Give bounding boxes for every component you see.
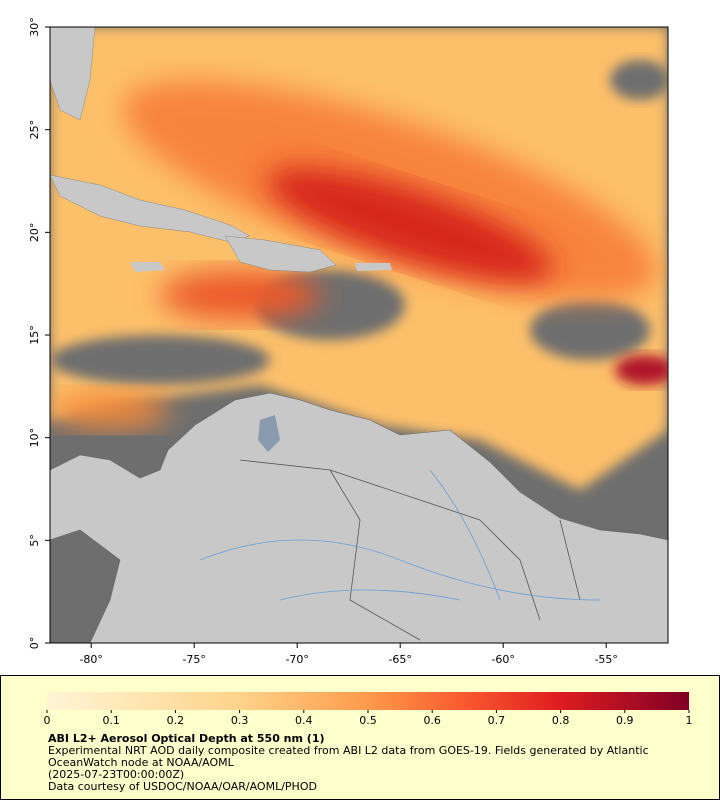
aerosol-core xyxy=(160,270,320,320)
aerosol-core xyxy=(50,392,170,428)
caption-line: OceanWatch node at NOAA/AOML xyxy=(48,756,235,769)
clear-patch xyxy=(530,300,650,360)
axes: -80° -75° -70° -65° -60° -55° 0° 5° 10° 15° 20° 25°… xyxy=(28,17,618,666)
aerosol-core xyxy=(266,167,554,283)
hispaniola xyxy=(224,235,337,273)
florida xyxy=(50,27,96,121)
colorbar-tick-label: 0 xyxy=(44,714,51,727)
x-tick-label: -60° xyxy=(491,653,514,666)
clear-patch xyxy=(610,60,668,100)
colorbar-tick-label: 1 xyxy=(686,714,693,727)
caption: Experimental NRT AOD daily composite cre… xyxy=(48,744,649,793)
colorbar-tick-label: 0.4 xyxy=(295,714,313,727)
colorbar-tick-label: 0.6 xyxy=(423,714,441,727)
y-tick-label: 10° xyxy=(28,428,41,448)
y-tick-label: 0° xyxy=(28,637,41,650)
y-tick-label: 20° xyxy=(28,223,41,243)
x-tick-label: -65° xyxy=(388,653,411,666)
clear-patch xyxy=(50,335,270,385)
aerosol-core xyxy=(615,355,668,385)
x-tick-label: -80° xyxy=(79,653,102,666)
jamaica xyxy=(130,262,165,272)
borders xyxy=(239,459,581,641)
caption-line: Data courtesy of USDOC/NOAA/OAR/AOML/PHO… xyxy=(48,780,317,793)
colorbar-tick-label: 0.2 xyxy=(167,714,185,727)
colorbar-ticks: 0 0.1 0.2 0.3 0.4 0.5 0.6 0.7 0.8 0.9 1 xyxy=(44,710,693,727)
caption-line: Experimental NRT AOD daily composite cre… xyxy=(48,744,649,757)
colorbar-tick-label: 0.1 xyxy=(102,714,120,727)
caption-line: (2025-07-23T00:00:00Z) xyxy=(48,768,184,781)
rivers xyxy=(199,469,601,601)
x-tick-label: -55° xyxy=(594,653,617,666)
y-tick-label: 5° xyxy=(28,534,41,547)
map-area xyxy=(50,27,668,643)
colorbar-tick-label: 0.7 xyxy=(488,714,506,727)
y-tick-label: 25° xyxy=(28,120,41,140)
puerto-rico xyxy=(355,263,392,271)
caption-title: ABI L2+ Aerosol Optical Depth at 550 nm … xyxy=(48,732,325,745)
colorbar-tick-label: 0.9 xyxy=(616,714,634,727)
colorbar-tick-label: 0.3 xyxy=(231,714,249,727)
colorbar-tick-label: 0.5 xyxy=(359,714,377,727)
y-tick-label: 15° xyxy=(28,325,41,345)
colorbar xyxy=(47,692,689,710)
x-tick-label: -70° xyxy=(285,653,308,666)
y-tick-label: 30° xyxy=(28,17,41,37)
lake-maracaibo xyxy=(258,415,280,452)
colorbar-tick-label: 0.8 xyxy=(552,714,570,727)
x-tick-label: -75° xyxy=(182,653,205,666)
